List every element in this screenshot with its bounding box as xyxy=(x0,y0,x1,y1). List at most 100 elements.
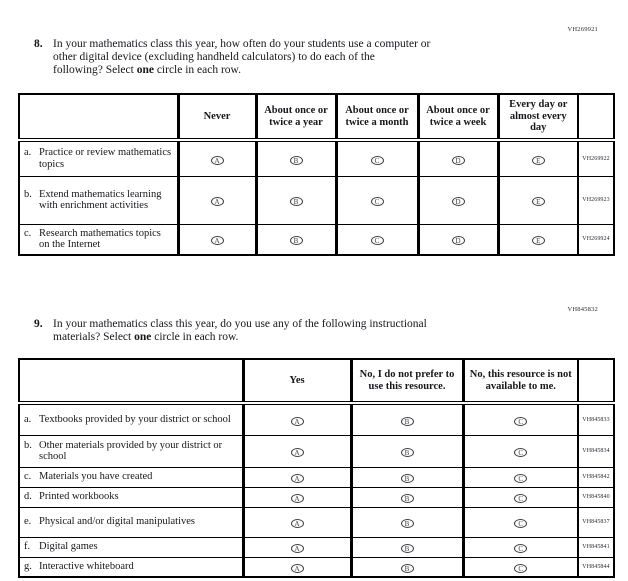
q8-column-header-once-twice-week: About once or twice a week xyxy=(416,93,499,142)
q8-row-a-cell-everyday: E xyxy=(496,139,579,177)
bubble-option-a[interactable]: A xyxy=(290,519,304,528)
question-8-line2: other digital device (excluding handheld… xyxy=(53,51,375,63)
q9-row-d-cell-yes: A xyxy=(241,486,352,508)
bubble-option-b[interactable]: B xyxy=(289,236,303,245)
q8-row-c-code: VH269924 xyxy=(577,223,615,255)
question-8-line3: following? Select one circle in each row… xyxy=(53,64,523,77)
bubble-option-b[interactable]: B xyxy=(289,197,303,206)
bubble-option-c[interactable]: C xyxy=(514,474,528,483)
q9-row-c: c. Materials you have created A B C VH845… xyxy=(18,466,615,488)
q9-row-d: d. Printed workbooks A B C VH845840 xyxy=(18,486,615,508)
bubble-option-c[interactable]: C xyxy=(514,563,528,573)
q9-row-d-cell-no-prefer: B xyxy=(349,486,464,508)
q9-row-c-cell-no-unavailable: C xyxy=(461,466,579,488)
q9-row-f-label: f. Digital games xyxy=(18,536,244,558)
bubble-option-b[interactable]: B xyxy=(400,544,414,553)
row-letter: a. xyxy=(24,147,32,159)
row-letter: e. xyxy=(24,516,32,528)
bubble-option-a[interactable]: A xyxy=(290,474,304,483)
q8-row-b-cell-year: B xyxy=(254,175,337,225)
q9-row-a: a. Textbooks provided by your district or… xyxy=(18,402,615,436)
q8-row-c-cell-week: D xyxy=(416,223,499,255)
question-9-line2-bold: one xyxy=(134,331,152,343)
bubble-option-b[interactable]: B xyxy=(400,519,414,528)
bubble-option-d[interactable]: D xyxy=(451,197,465,206)
q8-column-header-once-twice-month: About once or twice a month xyxy=(334,93,419,142)
q9-row-c-code: VH845842 xyxy=(577,466,615,488)
bubble-option-a[interactable]: A xyxy=(290,494,304,503)
q9-row-g-code: VH845844 xyxy=(577,556,615,578)
q8-row-b: b. Extend mathematics learning with enric… xyxy=(18,175,615,225)
q8-header-row: Never About once or twice a year About o… xyxy=(18,93,615,142)
bubble-option-b[interactable]: B xyxy=(400,563,414,573)
bubble-option-c[interactable]: C xyxy=(514,519,528,528)
row-letter: f. xyxy=(24,541,31,553)
q9-stub-header xyxy=(18,358,244,405)
q8-code-column-header xyxy=(577,93,615,142)
bubble-option-e[interactable]: E xyxy=(531,236,545,245)
bubble-option-a[interactable]: A xyxy=(290,448,304,457)
bubble-option-c[interactable]: C xyxy=(370,236,384,245)
bubble-option-d[interactable]: D xyxy=(451,236,465,245)
bubble-option-a[interactable]: A xyxy=(290,416,304,426)
q9-row-f-code: VH845841 xyxy=(577,536,615,558)
bubble-option-b[interactable]: B xyxy=(289,155,303,165)
q9-row-d-label: d. Printed workbooks xyxy=(18,486,244,508)
row-letter: d. xyxy=(24,491,32,503)
q8-row-b-label: b. Extend mathematics learning with enric… xyxy=(18,175,179,225)
q8-row-b-cell-week: D xyxy=(416,175,499,225)
q9-row-b: b. Other materials provided by your distr… xyxy=(18,434,615,468)
question-9-line2: materials? Select one circle in each row… xyxy=(53,331,523,344)
q9-row-f-cell-yes: A xyxy=(241,536,352,558)
q9-row-b-cell-no-prefer: B xyxy=(349,434,464,468)
bubble-option-b[interactable]: B xyxy=(400,416,414,426)
bubble-option-c[interactable]: C xyxy=(370,197,384,206)
q8-row-b-cell-everyday: E xyxy=(496,175,579,225)
row-label-text: Textbooks provided by your district or s… xyxy=(39,414,231,425)
bubble-option-c[interactable]: C xyxy=(370,155,384,165)
row-letter: c. xyxy=(24,227,32,239)
question-9-line2-pre: materials? Select xyxy=(53,331,135,343)
question-8-text: In your mathematics class this year, how… xyxy=(53,38,523,77)
row-letter: c. xyxy=(24,471,32,483)
bubble-option-c[interactable]: C xyxy=(514,448,528,457)
bubble-option-b[interactable]: B xyxy=(400,448,414,457)
bubble-option-d[interactable]: D xyxy=(451,155,465,165)
bubble-option-a[interactable]: A xyxy=(290,544,304,553)
bubble-option-e[interactable]: E xyxy=(531,155,545,165)
q9-row-c-label: c. Materials you have created xyxy=(18,466,244,488)
q9-row-f-cell-no-prefer: B xyxy=(349,536,464,558)
q8-row-c-cell-everyday: E xyxy=(496,223,579,255)
q8-row-b-cell-never: A xyxy=(176,175,257,225)
q9-row-d-code: VH845840 xyxy=(577,486,615,508)
bubble-option-a[interactable]: A xyxy=(210,236,224,245)
question-8-line3-post: circle in each row. xyxy=(153,64,241,76)
q9-row-b-cell-yes: A xyxy=(241,434,352,468)
q8-column-header-never: Never xyxy=(176,93,257,142)
q8-row-a-cell-never: A xyxy=(176,139,257,177)
bubble-option-b[interactable]: B xyxy=(400,494,414,503)
bubble-option-e[interactable]: E xyxy=(531,197,545,206)
row-label-text: Printed workbooks xyxy=(39,491,119,503)
q9-row-f: f. Digital games A B C VH845841 xyxy=(18,536,615,558)
row-label-text: Materials you have created xyxy=(39,471,153,483)
bubble-option-c[interactable]: C xyxy=(514,544,528,553)
q9-row-a-cell-no-prefer: B xyxy=(349,402,464,436)
bubble-option-b[interactable]: B xyxy=(400,474,414,483)
bubble-option-c[interactable]: C xyxy=(514,494,528,503)
q9-row-d-cell-no-unavailable: C xyxy=(461,486,579,508)
q9-row-g-label: g. Interactive whiteboard xyxy=(18,556,244,578)
question-8-line3-pre: following? Select xyxy=(53,64,137,76)
row-label-text: Research mathematics topics on the Inter… xyxy=(39,227,161,251)
row-label-text: Physical and/or digital manipulatives xyxy=(39,516,196,528)
q9-row-e-cell-no-unavailable: C xyxy=(461,506,579,538)
bubble-option-c[interactable]: C xyxy=(514,416,528,426)
bubble-option-a[interactable]: A xyxy=(290,563,304,573)
bubble-option-a[interactable]: A xyxy=(210,155,224,165)
row-letter: b. xyxy=(24,188,32,200)
row-label-text: Extend mathematics learning with enrichm… xyxy=(39,188,162,212)
q9-row-c-cell-yes: A xyxy=(241,466,352,488)
bubble-option-a[interactable]: A xyxy=(210,197,224,206)
q8-row-c-cell-never: A xyxy=(176,223,257,255)
q9-row-c-cell-no-prefer: B xyxy=(349,466,464,488)
